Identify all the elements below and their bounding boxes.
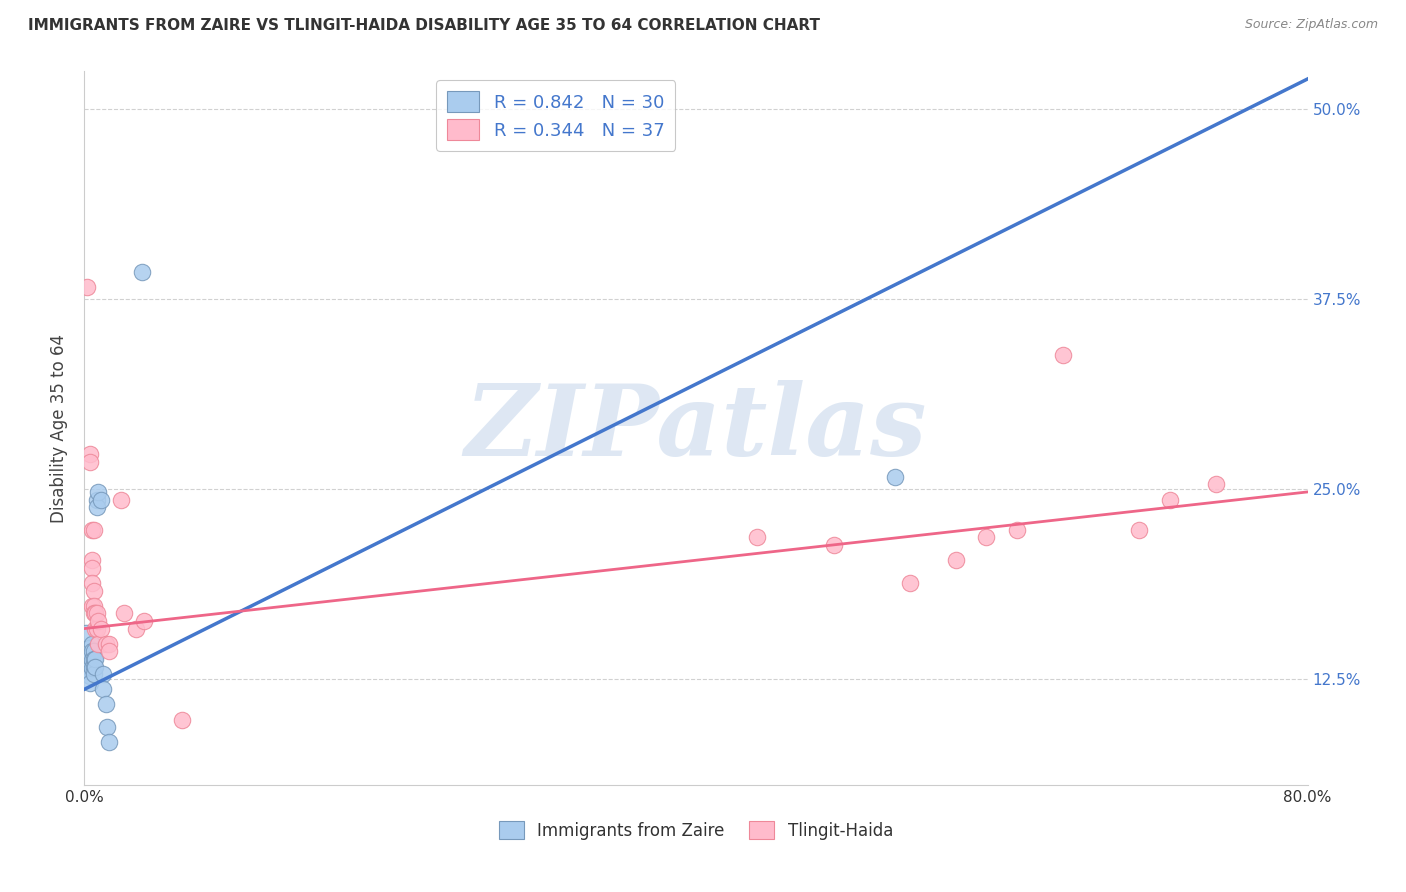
Point	[80, 553, 103, 567]
Point	[80, 523, 103, 537]
Legend: Immigrants from Zaire, Tlingit-Haida: Immigrants from Zaire, Tlingit-Haida	[491, 814, 901, 848]
Point	[80, 599, 103, 613]
Point	[83, 583, 105, 598]
Point	[75, 626, 97, 640]
Point	[79, 447, 101, 461]
Point	[80, 644, 103, 658]
Point	[97, 735, 120, 749]
Point	[87, 484, 110, 499]
Point	[90, 622, 112, 636]
Point	[77, 641, 100, 656]
Point	[80, 661, 103, 675]
Point	[91, 667, 114, 681]
Point	[79, 648, 101, 663]
Text: Source: ZipAtlas.com: Source: ZipAtlas.com	[1244, 18, 1378, 31]
Point	[84, 607, 107, 621]
Point	[97, 644, 120, 658]
Point	[945, 553, 967, 567]
Point	[80, 561, 103, 575]
Point	[112, 607, 135, 621]
Point	[79, 454, 101, 468]
Point	[94, 698, 117, 712]
Point	[1005, 523, 1028, 537]
Point	[125, 622, 148, 636]
Point	[87, 637, 110, 651]
Point	[80, 576, 103, 591]
Point	[86, 500, 108, 515]
Point	[83, 659, 105, 673]
Point	[77, 657, 100, 671]
Point	[83, 667, 105, 681]
Point	[94, 637, 117, 651]
Point	[84, 622, 107, 636]
Point	[131, 265, 153, 279]
Point	[84, 652, 107, 666]
Point	[132, 614, 155, 628]
Point	[823, 538, 845, 552]
Point	[747, 531, 769, 545]
Point	[83, 652, 105, 666]
Point	[84, 659, 107, 673]
Point	[1128, 523, 1150, 537]
Point	[90, 492, 112, 507]
Point	[86, 492, 108, 507]
Point	[1159, 492, 1181, 507]
Point	[83, 523, 105, 537]
Point	[91, 682, 114, 697]
Point	[79, 676, 101, 690]
Point	[97, 637, 120, 651]
Point	[898, 576, 921, 591]
Point	[83, 644, 105, 658]
Point	[76, 280, 98, 294]
Point	[83, 607, 105, 621]
Point	[86, 607, 108, 621]
Point	[76, 648, 98, 663]
Text: ZIPatlas: ZIPatlas	[465, 380, 927, 476]
Point	[1052, 348, 1074, 362]
Point	[79, 661, 101, 675]
Point	[1205, 477, 1227, 491]
Point	[110, 492, 132, 507]
Point	[976, 531, 998, 545]
Point	[86, 622, 108, 636]
Point	[96, 720, 118, 734]
Y-axis label: Disability Age 35 to 64: Disability Age 35 to 64	[51, 334, 69, 523]
Point	[172, 713, 194, 727]
Point	[80, 653, 103, 667]
Point	[87, 614, 110, 628]
Text: IMMIGRANTS FROM ZAIRE VS TLINGIT-HAIDA DISABILITY AGE 35 TO 64 CORRELATION CHART: IMMIGRANTS FROM ZAIRE VS TLINGIT-HAIDA D…	[28, 18, 820, 33]
Point	[83, 599, 105, 613]
Point	[76, 664, 98, 678]
Point	[80, 637, 103, 651]
Point	[883, 469, 905, 483]
Point	[79, 668, 101, 682]
